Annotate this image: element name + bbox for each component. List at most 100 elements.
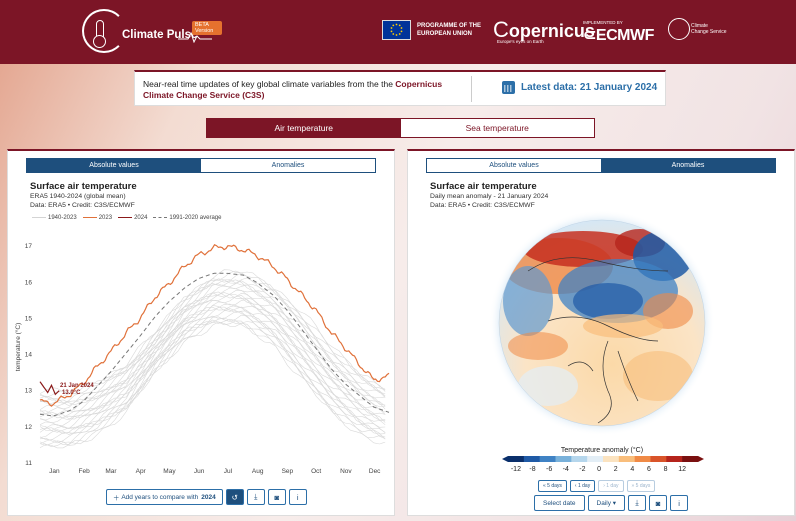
tab-absolute-values-map[interactable]: Absolute values bbox=[427, 159, 601, 172]
tab-air-temperature[interactable]: Air temperature bbox=[207, 119, 401, 137]
x-tick-label: Apr bbox=[136, 468, 147, 475]
colorbar-segment bbox=[618, 456, 635, 462]
day-navigation: « 5 days ‹ 1 day › 1 day » 5 days bbox=[538, 480, 656, 492]
colorbar-tick-label: -12 bbox=[511, 466, 521, 473]
map-title: Surface air temperature bbox=[430, 181, 537, 192]
chart-legend: 1940-2023 2023 2024 1991-2020 average bbox=[32, 213, 221, 223]
colorbar-tick-label: -6 bbox=[546, 466, 552, 473]
c3s-link[interactable]: Copernicus Climate Change Service (C3S) bbox=[143, 79, 443, 100]
select-date-button[interactable]: Select date bbox=[534, 495, 585, 511]
info-map-icon[interactable]: i bbox=[670, 495, 689, 511]
climate-pulse-logo[interactable]: Climate Pulse BETA Version bbox=[82, 7, 222, 57]
ecmwf-logo[interactable]: ⊂ECMWF bbox=[583, 27, 654, 44]
copernicus-logo[interactable]: Copernicus bbox=[493, 17, 595, 42]
history-line bbox=[39, 303, 386, 430]
colorbar-segment bbox=[666, 456, 683, 462]
forward-5-days-button[interactable]: » 5 days bbox=[626, 480, 656, 492]
x-tick-label: Mar bbox=[105, 468, 117, 475]
colorbar-tick-label: 4 bbox=[630, 466, 634, 473]
timeseries-panel: Absolute values Anomalies Surface air te… bbox=[7, 149, 395, 516]
chart-credit: Data: ERA5 • Credit: C3S/ECMWF bbox=[30, 202, 135, 209]
chevron-down-icon: ▾ bbox=[612, 500, 617, 507]
colorbar-segment bbox=[650, 456, 667, 462]
x-tick-label: Dec bbox=[369, 468, 381, 475]
history-line bbox=[39, 284, 386, 411]
history-line bbox=[39, 305, 386, 431]
x-tick-label: Jan bbox=[49, 468, 60, 475]
history-line bbox=[39, 269, 386, 394]
chart-subtitle: ERA5 1940-2024 (global mean) bbox=[30, 193, 126, 200]
x-tick-label: Sep bbox=[282, 468, 294, 475]
annotation-value: 13.0°C bbox=[62, 390, 81, 396]
variable-tabs: Air temperature Sea temperature bbox=[206, 118, 595, 138]
history-line bbox=[39, 299, 386, 426]
chart-controls: ＋ Add years to compare with 2024 ↺ ⤓ ◙ i bbox=[106, 489, 307, 505]
history-line bbox=[39, 317, 386, 446]
frequency-dropdown[interactable]: Daily ▾ bbox=[587, 495, 626, 511]
tab-anomalies-map[interactable]: Anomalies bbox=[601, 159, 775, 172]
colorbar-segment bbox=[555, 456, 572, 462]
tab-anomalies[interactable]: Anomalies bbox=[201, 159, 375, 172]
legend-item-2023[interactable]: 2023 bbox=[82, 215, 112, 221]
history-line bbox=[39, 270, 386, 398]
x-tick-label: Feb bbox=[79, 468, 91, 475]
colorbar-right-arrow bbox=[698, 456, 704, 462]
ecmwf-prefix: IMPLEMENTED BY bbox=[583, 20, 623, 25]
x-tick-label: May bbox=[163, 468, 176, 475]
colorbar-segment bbox=[508, 456, 525, 462]
x-tick-label: Nov bbox=[340, 468, 352, 475]
calendar-icon bbox=[502, 81, 515, 94]
y-tick-label: 13 bbox=[25, 388, 33, 395]
colorbar-left-arrow bbox=[502, 456, 508, 462]
history-line bbox=[39, 319, 386, 448]
series-2024 bbox=[39, 381, 60, 396]
map-panel: Absolute values Anomalies Surface air te… bbox=[407, 149, 795, 516]
legend-item-average[interactable]: 1991-2020 average bbox=[153, 215, 221, 221]
history-line bbox=[39, 292, 386, 421]
add-years-button[interactable]: ＋ Add years to compare with 2024 bbox=[106, 489, 223, 505]
x-tick-label: Jul bbox=[224, 468, 233, 475]
info-banner: Near-real time updates of key global cli… bbox=[134, 70, 666, 106]
copernicus-tagline: Europe's eyes on Earth bbox=[497, 39, 544, 44]
history-line bbox=[39, 279, 386, 407]
reset-icon[interactable]: ↺ bbox=[225, 489, 244, 505]
info-text: Near-real time updates of key global cli… bbox=[143, 79, 443, 100]
colorbar-tick-label: 12 bbox=[678, 466, 686, 473]
history-line bbox=[39, 306, 386, 434]
info-divider bbox=[471, 76, 472, 102]
history-line bbox=[39, 277, 386, 404]
y-tick-label: 15 bbox=[25, 315, 33, 322]
c3s-logo-icon bbox=[668, 18, 690, 40]
forward-1-day-button[interactable]: › 1 day bbox=[598, 480, 624, 492]
back-5-days-button[interactable]: « 5 days bbox=[538, 480, 567, 492]
anomaly-globe[interactable]: Temperature anomaly (°C) -12 -8 -6 -4 -2 0 2 4 6… bbox=[408, 151, 796, 491]
legend-item-history[interactable]: 1940-2023 bbox=[32, 215, 77, 221]
pulse-line-icon bbox=[178, 31, 212, 43]
download-icon[interactable]: ⤓ bbox=[246, 489, 265, 505]
colorbar-tick-label: 6 bbox=[647, 466, 651, 473]
timeseries-chart: 11 12 13 14 15 16 17 Jan Feb Mar Apr May Jun Jul Aug Se… bbox=[14, 243, 390, 475]
tab-absolute-values[interactable]: Absolute values bbox=[27, 159, 201, 172]
top-header: Climate Pulse BETA Version PROGRAMME OF … bbox=[0, 0, 796, 64]
camera-icon[interactable]: ◙ bbox=[267, 489, 286, 505]
y-tick-label: 17 bbox=[25, 243, 33, 250]
colorbar-tick-label: 8 bbox=[664, 466, 668, 473]
colorbar: -12 -8 -6 -4 -2 0 2 4 6 8 12 bbox=[502, 456, 704, 473]
back-1-day-button[interactable]: ‹ 1 day bbox=[569, 480, 596, 492]
y-axis-label: temperature (°C) bbox=[14, 323, 22, 371]
info-icon[interactable]: i bbox=[288, 489, 307, 505]
annotation-date: 21 Jan 2024 bbox=[60, 383, 94, 389]
history-line bbox=[39, 311, 386, 441]
left-view-tabs: Absolute values Anomalies bbox=[26, 158, 376, 173]
colorbar-segment bbox=[682, 456, 699, 462]
download-map-icon[interactable]: ⤓ bbox=[628, 495, 647, 511]
latest-data-label: Latest data: 21 January 2024 bbox=[521, 82, 658, 93]
map-controls: Select date Daily ▾ ⤓ ◙ i bbox=[534, 495, 689, 511]
tab-sea-temperature[interactable]: Sea temperature bbox=[465, 123, 529, 133]
history-line bbox=[39, 294, 386, 424]
x-tick-label: Oct bbox=[311, 468, 321, 475]
colorbar-title: Temperature anomaly (°C) bbox=[561, 446, 643, 454]
history-line bbox=[39, 308, 386, 438]
legend-item-2024[interactable]: 2024 bbox=[118, 215, 147, 221]
camera-map-icon[interactable]: ◙ bbox=[649, 495, 668, 511]
